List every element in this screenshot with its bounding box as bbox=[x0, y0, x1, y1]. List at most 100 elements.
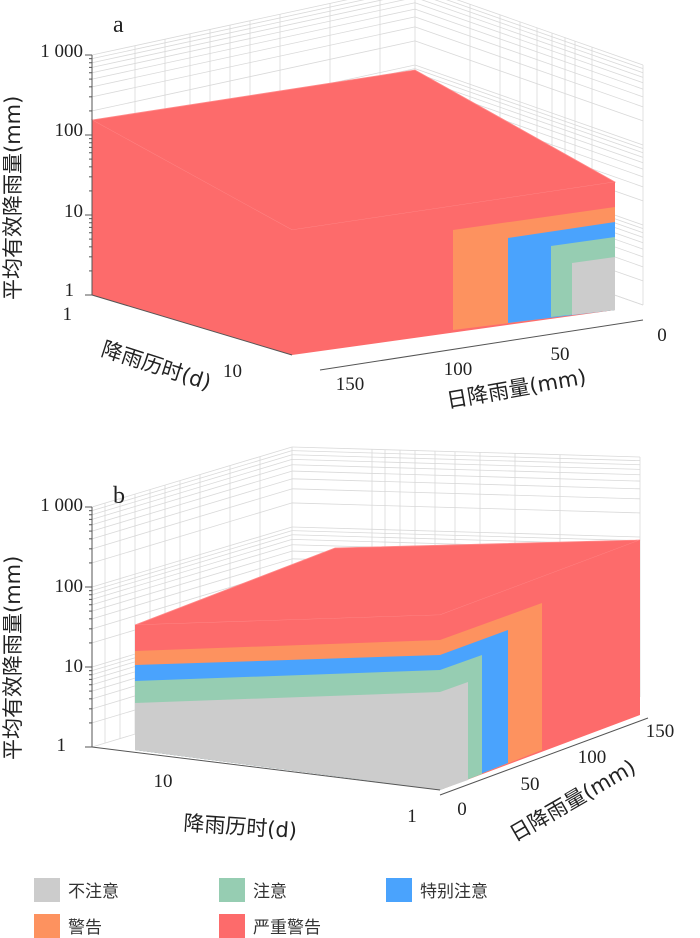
b-z-tick: 10 bbox=[64, 656, 83, 677]
grid-line bbox=[414, 16, 644, 98]
legend-item: 严重警告 bbox=[219, 913, 321, 938]
grid-line bbox=[91, 40, 416, 112]
legend-swatch bbox=[34, 913, 60, 938]
region-no-caution-front bbox=[572, 257, 615, 315]
a-z-tick: 10 bbox=[64, 201, 83, 222]
panel-b-letter: b bbox=[113, 483, 125, 509]
grid-line bbox=[91, 0, 348, 56]
grid-line bbox=[291, 526, 641, 538]
panel-a-axes bbox=[85, 54, 644, 371]
a-y-label: 降雨历时(d) bbox=[98, 337, 214, 395]
panel-a: a 1 000 100 10 1 1 10 0 50 100 150 平均有效降… bbox=[1, 0, 667, 413]
region-no-caution-side bbox=[440, 682, 468, 790]
grid-line bbox=[91, 2, 416, 74]
a-y-tick: 1 bbox=[63, 304, 73, 325]
legend: 不注意 注意 特别注意 警告 严重警告 bbox=[0, 870, 700, 938]
legend-label: 警告 bbox=[68, 918, 102, 938]
a-x-tick: 50 bbox=[551, 344, 570, 365]
grid-line bbox=[91, 459, 293, 520]
grid-line bbox=[291, 470, 641, 482]
grid-line bbox=[291, 446, 641, 458]
grid-line bbox=[456, 0, 644, 66]
grid-line bbox=[291, 464, 641, 476]
legend-label: 不注意 bbox=[68, 882, 119, 902]
grid-line bbox=[91, 0, 365, 60]
grid-line bbox=[91, 0, 384, 64]
grid-line bbox=[291, 530, 641, 542]
a-x-tick: 0 bbox=[657, 325, 667, 346]
legend-item: 不注意 bbox=[34, 877, 119, 902]
grid-line bbox=[414, 26, 644, 108]
b-z-tick: 1 bbox=[57, 735, 67, 756]
grid-line bbox=[91, 454, 293, 516]
legend-swatch bbox=[219, 877, 245, 902]
panel-a-regions bbox=[90, 69, 617, 355]
grid-line bbox=[91, 8, 416, 80]
grid-line bbox=[421, 0, 644, 78]
panel-a-letter: a bbox=[113, 12, 124, 38]
grid-line bbox=[91, 450, 293, 512]
grid-line bbox=[91, 534, 293, 596]
grid-line bbox=[291, 450, 641, 462]
b-x-tick: 100 bbox=[578, 747, 607, 768]
panel-b: b 1 000 100 10 1 10 1 0 50 100 150 平均有效降… bbox=[1, 446, 675, 846]
grid-line bbox=[91, 526, 293, 588]
b-x-tick: 150 bbox=[646, 721, 675, 742]
grid-line bbox=[414, 72, 644, 154]
grid-line bbox=[91, 530, 293, 592]
legend-item: 特别注意 bbox=[386, 877, 488, 902]
grid-line bbox=[434, 0, 644, 74]
grid-line bbox=[91, 26, 416, 98]
grid-line bbox=[91, 488, 293, 550]
b-y-tick: 10 bbox=[154, 771, 173, 792]
grid-line bbox=[91, 0, 405, 68]
b-y-tick: 1 bbox=[407, 806, 417, 827]
grid-line bbox=[91, 544, 293, 606]
a-z-tick: 1 000 bbox=[40, 41, 83, 62]
b-z-label: 平均有效降雨量(mm) bbox=[1, 556, 25, 760]
x-axis bbox=[319, 319, 644, 371]
grid-line bbox=[91, 464, 293, 526]
region-severe-left bbox=[92, 120, 292, 355]
grid-line bbox=[91, 478, 293, 540]
region-no-caution-front bbox=[135, 692, 440, 790]
legend-swatch bbox=[34, 877, 60, 902]
grid-line bbox=[91, 470, 293, 532]
grid-line bbox=[291, 502, 641, 514]
b-z-tick: 100 bbox=[55, 576, 84, 597]
a-y-tick: 10 bbox=[223, 361, 242, 382]
legend-item: 警告 bbox=[34, 913, 102, 938]
grid-line bbox=[291, 478, 641, 490]
grid-line bbox=[414, 40, 644, 122]
grid-line bbox=[91, 539, 293, 600]
grid-line bbox=[91, 558, 293, 620]
b-x-label: 日降雨量(mm) bbox=[506, 755, 640, 846]
grid-line bbox=[291, 454, 641, 466]
y-axis bbox=[91, 294, 293, 356]
x-axis bbox=[439, 717, 649, 796]
grid-line bbox=[414, 2, 644, 84]
grid-line bbox=[414, 77, 644, 158]
y-axis bbox=[91, 746, 441, 791]
a-z-tick: 1 bbox=[65, 280, 75, 301]
grid-line bbox=[446, 0, 644, 70]
legend-swatch bbox=[219, 913, 245, 938]
grid-line bbox=[414, 68, 644, 150]
legend-label: 严重警告 bbox=[253, 918, 321, 938]
legend-label: 特别注意 bbox=[420, 882, 488, 902]
grid-line bbox=[91, 16, 416, 88]
a-x-tick: 100 bbox=[444, 359, 473, 380]
b-x-tick: 50 bbox=[521, 774, 540, 795]
b-y-label: 降雨历时(d) bbox=[183, 811, 298, 843]
grid-line bbox=[291, 488, 641, 500]
grid-line bbox=[91, 446, 293, 508]
legend-item: 注意 bbox=[219, 877, 287, 902]
grid-line bbox=[91, 550, 293, 612]
b-z-tick: 1 000 bbox=[40, 495, 83, 516]
panel-b-axes bbox=[85, 506, 649, 796]
legend-swatch bbox=[386, 877, 412, 902]
panel-b-regions bbox=[134, 539, 641, 790]
a-z-label: 平均有效降雨量(mm) bbox=[1, 96, 25, 300]
grid-line bbox=[414, 64, 644, 146]
